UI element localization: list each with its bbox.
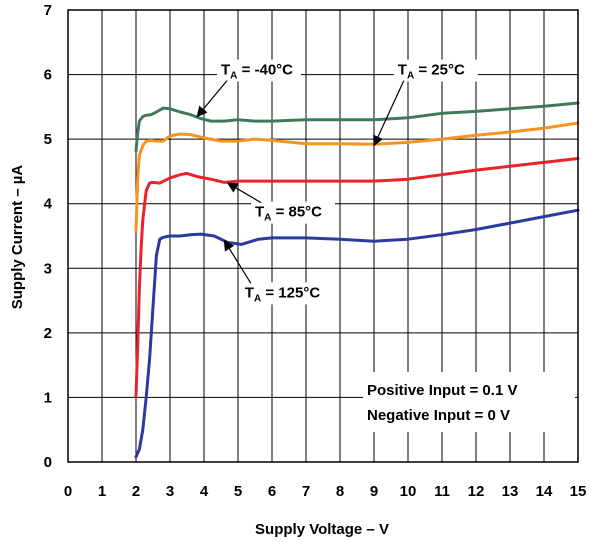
y-tick-label: 0 (44, 454, 52, 471)
x-tick-label: 15 (570, 483, 587, 500)
y-tick-label: 6 (44, 67, 52, 84)
annotation-label-bg (251, 201, 335, 224)
note-positive-input: Positive Input = 0.1 V (367, 382, 517, 399)
x-tick-label: 12 (468, 483, 485, 500)
series-layer (134, 101, 580, 459)
conditions-box (363, 372, 575, 432)
y-tick-label: 5 (44, 131, 52, 148)
annotation-layer: TA = -40°C TA = 25°C TA = 85°C TA = 125°C (196, 59, 478, 305)
x-axis-title: Supply Voltage – V (255, 521, 389, 538)
y-tick-label: 2 (44, 325, 52, 342)
x-tick-label: 9 (370, 483, 378, 500)
series-line-2 (134, 157, 580, 398)
y-tick-label: 7 (44, 2, 52, 19)
x-tick-label: 2 (132, 483, 140, 500)
annotation-arrow (196, 80, 228, 118)
annotation-arrow (373, 80, 405, 147)
annotation-arrow (226, 182, 262, 204)
y-tick-labels: 0 1 2 3 4 5 6 7 (44, 2, 53, 471)
x-tick-label: 8 (336, 483, 344, 500)
note-negative-input: Negative Input = 0 V (367, 407, 510, 424)
plot-frame (67, 9, 579, 463)
y-tick-label: 1 (44, 389, 52, 406)
annotation-label-bg (217, 59, 301, 82)
y-tick-label: 3 (44, 260, 52, 277)
annotation-label: TA = 25°C (398, 62, 465, 82)
x-tick-label: 4 (200, 483, 209, 500)
x-tick-label: 14 (536, 483, 553, 500)
annotation-label: TA = 125°C (245, 284, 321, 304)
series-line-0 (134, 101, 580, 153)
x-tick-label: 6 (268, 483, 276, 500)
x-tick-label: 13 (502, 483, 519, 500)
x-tick-label: 0 (64, 483, 72, 500)
annotation-label-bg (393, 59, 478, 82)
series-line-1 (134, 121, 580, 233)
x-tick-label: 1 (98, 483, 106, 500)
annotation-label: TA = -40°C (221, 62, 293, 82)
x-tick-label: 10 (400, 483, 417, 500)
annotation-arrow (223, 239, 252, 284)
series-line-3 (134, 208, 580, 459)
y-axis-title: Supply Current – µA (9, 165, 26, 310)
x-tick-label: 3 (166, 483, 174, 500)
annotation-label-bg (240, 282, 325, 305)
x-tick-label: 7 (302, 483, 310, 500)
x-tick-labels: 0 1 2 3 4 5 6 7 8 9 10 11 12 13 14 15 (64, 483, 587, 500)
x-tick-label: 11 (434, 483, 450, 500)
annotation-label: TA = 85°C (255, 204, 322, 224)
x-tick-label: 5 (234, 483, 242, 500)
y-tick-label: 4 (44, 196, 53, 213)
